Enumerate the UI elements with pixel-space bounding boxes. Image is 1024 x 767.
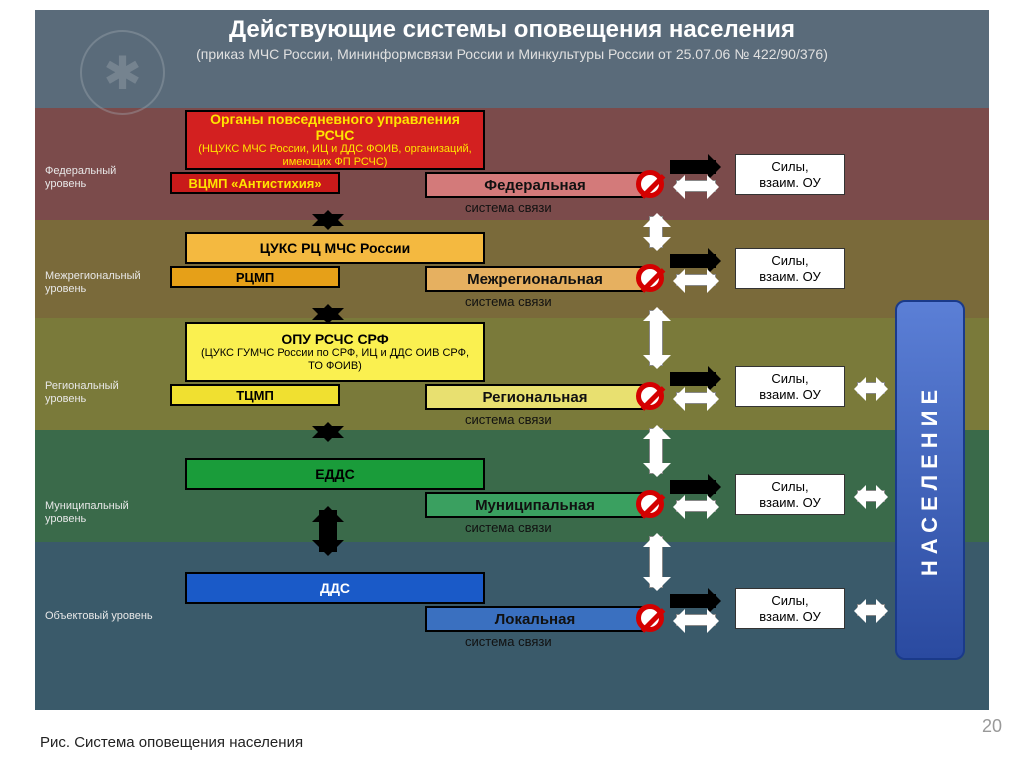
forces-box: Силы,взаим. ОУ (735, 154, 845, 195)
slide: Действующие системы оповещения населения… (35, 10, 989, 710)
arrow-vertical-white-icon (649, 216, 663, 248)
system-box: Локальная (425, 606, 645, 632)
arrow-vertical-white-icon (649, 310, 663, 366)
forces-box: Силы,взаим. ОУ (735, 248, 845, 289)
system-sublabel: система связи (465, 412, 552, 427)
system-sublabel: система связи (465, 200, 552, 215)
arrow-bidir-icon (676, 614, 716, 626)
level-main-box: Органы повседневного управления РСЧС(НЦУ… (185, 110, 485, 170)
slide-subtitle: (приказ МЧС России, Мининформсвязи Росси… (35, 46, 989, 62)
no-entry-icon (636, 490, 664, 518)
system-sublabel: система связи (465, 294, 552, 309)
system-box: Региональная (425, 384, 645, 410)
level-main-sub: (НЦУКС МЧС России, ИЦ и ДДС ФОИВ, органи… (193, 143, 477, 168)
no-entry-icon (636, 604, 664, 632)
level-label: Муниципальный уровень (45, 500, 155, 526)
arrow-right-icon (670, 594, 716, 608)
level-main-title: ДДС (320, 580, 350, 596)
arrow-right-icon (670, 160, 716, 174)
slide-title: Действующие системы оповещения населения (35, 10, 989, 44)
level-main-box: ЕДДС (185, 458, 485, 490)
arrow-vertical-white-icon (649, 536, 663, 588)
emblem-icon (80, 30, 165, 115)
level-label: Объектовый уровень (45, 610, 155, 623)
arrow-vertical-icon (319, 510, 337, 552)
level-tab: ТЦМП (170, 384, 340, 406)
figure-caption: Рис. Система оповещения населения (40, 734, 303, 751)
population-box: НАСЕЛЕНИЕ (895, 300, 965, 660)
arrow-bidir-icon (857, 382, 885, 394)
level-main-title: ЕДДС (315, 466, 354, 482)
arrow-bidir-icon (857, 604, 885, 616)
level-tab: РЦМП (170, 266, 340, 288)
forces-box: Силы,взаим. ОУ (735, 366, 845, 407)
level-label: Межрегиональный уровень (45, 270, 155, 296)
arrow-vertical-icon (319, 214, 337, 226)
arrow-bidir-icon (676, 392, 716, 404)
population-label: НАСЕЛЕНИЕ (917, 384, 943, 576)
page-number: 20 (982, 716, 1002, 737)
level-label: Региональный уровень (45, 380, 155, 406)
forces-box: Силы,взаим. ОУ (735, 588, 845, 629)
no-entry-icon (636, 264, 664, 292)
level-main-sub: (ЦУКС ГУМЧС России по СРФ, ИЦ и ДДС ОИВ … (193, 347, 477, 372)
arrow-vertical-icon (319, 308, 337, 320)
arrow-bidir-icon (857, 490, 885, 502)
level-main-box: ДДС (185, 572, 485, 604)
forces-box: Силы,взаим. ОУ (735, 474, 845, 515)
system-box: Муниципальная (425, 492, 645, 518)
level-main-title: Органы повседневного управления РСЧС (193, 111, 477, 143)
level-tab: ВЦМП «Антистихия» (170, 172, 340, 194)
arrow-right-icon (670, 372, 716, 386)
no-entry-icon (636, 170, 664, 198)
arrow-vertical-white-icon (649, 428, 663, 474)
system-box: Межрегиональная (425, 266, 645, 292)
system-box: Федеральная (425, 172, 645, 198)
system-sublabel: система связи (465, 634, 552, 649)
system-sublabel: система связи (465, 520, 552, 535)
level-label: Федеральный уровень (45, 165, 155, 191)
arrow-right-icon (670, 480, 716, 494)
no-entry-icon (636, 382, 664, 410)
arrow-bidir-icon (676, 500, 716, 512)
arrow-vertical-icon (319, 426, 337, 438)
arrow-bidir-icon (676, 180, 716, 192)
arrow-right-icon (670, 254, 716, 268)
arrow-bidir-icon (676, 274, 716, 286)
